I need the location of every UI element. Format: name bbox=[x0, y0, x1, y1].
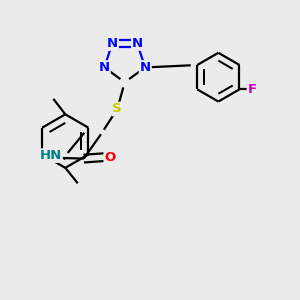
Text: F: F bbox=[248, 83, 256, 96]
Text: N: N bbox=[99, 61, 110, 74]
Text: O: O bbox=[104, 151, 116, 164]
Text: S: S bbox=[112, 103, 122, 116]
Text: N: N bbox=[132, 37, 143, 50]
Text: N: N bbox=[106, 37, 118, 50]
Text: HN: HN bbox=[40, 149, 62, 162]
Text: N: N bbox=[140, 61, 151, 74]
